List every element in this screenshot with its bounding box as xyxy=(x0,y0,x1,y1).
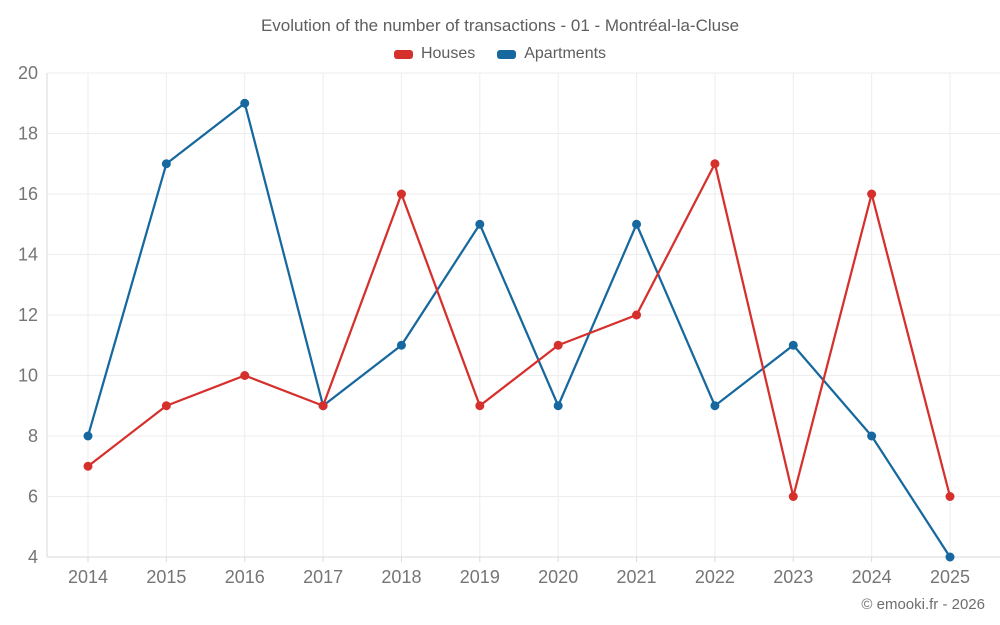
data-point-houses-2022[interactable] xyxy=(710,159,720,169)
data-point-apartments-2020[interactable] xyxy=(553,401,563,411)
data-point-apartments-2015[interactable] xyxy=(161,159,171,169)
y-axis-tick-label: 16 xyxy=(18,184,38,204)
data-point-apartments-2016[interactable] xyxy=(240,98,250,108)
series-line-houses xyxy=(86,162,952,498)
data-point-apartments-2023[interactable] xyxy=(788,340,798,350)
data-point-apartments-2021[interactable] xyxy=(632,219,642,229)
apartments-swatch-icon xyxy=(497,49,517,59)
x-axis-tick-label: 2021 xyxy=(617,567,657,587)
y-axis-tick-label: 20 xyxy=(18,63,38,83)
y-axis-tick-label: 10 xyxy=(18,366,38,386)
x-axis-tick-label: 2019 xyxy=(460,567,500,587)
data-point-apartments-2025[interactable] xyxy=(945,552,955,562)
y-axis-tick-label: 4 xyxy=(28,547,38,567)
data-point-apartments-2022[interactable] xyxy=(710,401,720,411)
data-point-apartments-2014[interactable] xyxy=(83,431,93,441)
data-point-houses-2017[interactable] xyxy=(318,401,328,411)
chart-title: Evolution of the number of transactions … xyxy=(260,16,740,35)
y-axis-tick-label: 8 xyxy=(28,426,38,446)
data-point-houses-2014[interactable] xyxy=(83,461,93,471)
data-point-houses-2015[interactable] xyxy=(161,401,171,411)
legend-item-houses[interactable]: Houses xyxy=(393,45,476,63)
data-point-apartments-2019[interactable] xyxy=(475,219,485,229)
y-axis-tick-label: 6 xyxy=(28,487,38,507)
legend-label-houses: Houses xyxy=(420,45,476,62)
x-axis-tick-label: 2017 xyxy=(303,567,343,587)
y-axis-tick-label: 12 xyxy=(18,305,38,325)
houses-swatch-icon xyxy=(393,49,413,59)
x-axis-tick-label: 2015 xyxy=(146,567,186,587)
data-point-apartments-2024[interactable] xyxy=(867,431,877,441)
x-axis-tick-label: 2020 xyxy=(538,567,578,587)
copyright: © emooki.fr - 2026 xyxy=(861,596,985,613)
data-point-houses-2020[interactable] xyxy=(553,340,563,350)
data-point-houses-2018[interactable] xyxy=(396,189,406,199)
data-point-houses-2023[interactable] xyxy=(788,492,798,501)
x-axis-tick-label: 2014 xyxy=(68,567,108,587)
data-point-houses-2016[interactable] xyxy=(240,371,250,380)
data-point-houses-2021[interactable] xyxy=(632,310,642,320)
y-axis-tick-label: 18 xyxy=(18,124,38,144)
x-axis-tick-label: 2016 xyxy=(225,567,265,587)
legend-item-apartments[interactable]: Apartments xyxy=(497,45,606,63)
data-point-houses-2024[interactable] xyxy=(867,189,877,199)
x-axis-tick-label: 2023 xyxy=(773,567,813,587)
x-axis-tick-label: 2018 xyxy=(381,567,421,587)
x-axis-tick-label: 2022 xyxy=(695,567,735,587)
data-point-houses-2025[interactable] xyxy=(945,492,955,501)
series-line-apartments xyxy=(86,102,952,559)
legend: Houses Apartments xyxy=(0,45,1000,63)
data-point-apartments-2018[interactable] xyxy=(396,340,406,350)
x-axis-tick-label: 2025 xyxy=(930,567,970,587)
x-axis-tick-label: 2024 xyxy=(852,567,892,587)
y-axis-tick-label: 14 xyxy=(18,245,38,265)
data-point-houses-2019[interactable] xyxy=(475,401,485,411)
legend-label-apartments: Apartments xyxy=(524,45,607,62)
